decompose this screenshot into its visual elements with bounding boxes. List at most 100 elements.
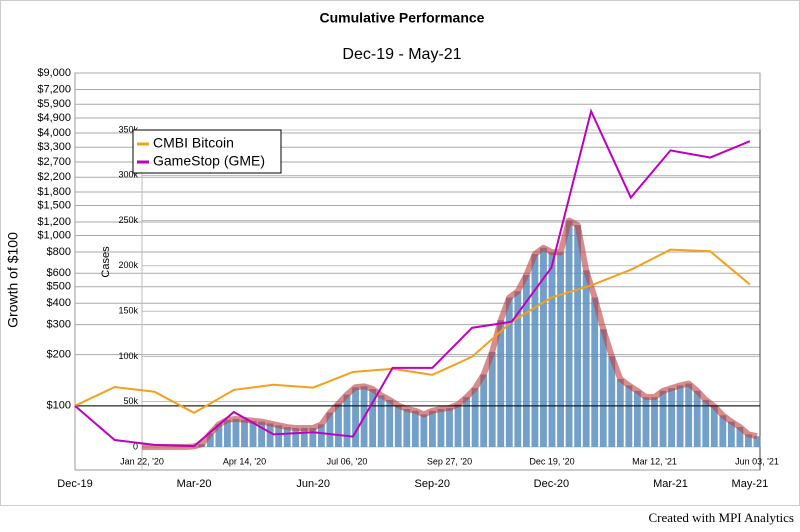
case-bar [326,412,334,447]
case-bar [429,410,436,447]
case-bar [616,379,624,447]
case-bar [249,420,257,447]
overlay-x-tick-label: Apr 14, '20 [223,456,266,466]
y-tick-label: $2,700 [37,156,71,168]
case-bar [471,388,479,447]
case-bar [420,414,428,447]
footer: Created with MPI Analytics [648,510,794,525]
case-bar [454,404,462,447]
overlay-y-tick-label: 350k [118,124,138,134]
x-tick-label: May-21 [732,478,769,490]
case-bar [651,397,658,447]
overlay-x-tick-label: Jun 03, '21 [735,456,779,466]
y-tick-label: $4,000 [37,127,71,139]
cases-overlay: 0 50k 100k 150k 200k 250k 300k 350k Cases Jan 22,… [100,124,779,470]
case-bar [565,220,573,447]
series-lines [74,108,760,448]
case-bar [659,390,667,447]
case-bar [574,225,582,447]
overlay-y-tick-label: 300k [118,170,138,180]
legend-label: CMBI Bitcoin [153,135,234,151]
case-bar [514,291,522,447]
y-tick-label: $2,200 [37,171,71,183]
case-bar [548,252,556,447]
case-bar [394,405,402,447]
x-tick-label: Mar-21 [653,478,688,490]
x-tick-label: Jun-20 [296,478,330,490]
case-bar [497,320,505,447]
case-bar [377,395,385,447]
case-bar [736,427,744,447]
x-tick-label: Dec-20 [534,478,569,490]
y-tick-label: $1,500 [37,199,71,211]
y-tick-label: $9,000 [37,67,71,79]
y-tick-label: $800 [47,246,71,258]
case-bar [300,427,308,447]
y-tick-label: $300 [47,318,71,330]
case-bar [591,297,599,447]
case-bar [446,408,453,447]
overlay-y-tick-label: 50k [123,396,138,406]
case-bar [685,383,693,447]
y-tick-label: $100 [47,400,71,412]
y-tick-label: $1,800 [37,186,71,198]
case-bar [275,425,283,447]
case-bar [599,329,607,447]
overlay-x-tick-label: Jan 22, '20 [120,456,164,466]
chart-subtitle: Dec-19 - May-21 [342,46,461,63]
case-bar [224,419,231,447]
case-bar [463,397,470,447]
case-bar [727,421,735,447]
case-bar [343,394,351,447]
case-bar [608,356,616,447]
legend-label: GameStop (GME) [153,153,265,169]
case-bar [642,397,650,447]
overlay-y-tick-label: 0 [133,441,138,451]
x-tick-label: Dec-19 [57,478,92,490]
case-bar [634,390,641,447]
overlay-y-tick-label: 200k [118,260,138,270]
case-bar [488,351,496,447]
legend-box [132,129,282,174]
case-bar [309,427,317,447]
case-bar [335,403,342,447]
x-tick-label: Mar-20 [177,478,212,490]
case-bar [522,274,530,447]
case-bar [411,410,419,447]
case-bar [505,297,513,447]
overlay-x-tick-label: Dec 19, '20 [529,456,574,466]
overlay-y-tick-label: 250k [118,215,138,225]
chart-title: Cumulative Performance [320,10,485,26]
series-line [74,248,751,414]
case-bar [753,436,761,447]
legend: CMBI Bitcoin GameStop (GME) [132,129,282,174]
case-bar [702,399,710,447]
y-tick-label: $1,200 [37,216,71,228]
cases-average-line [142,217,758,450]
case-bar [745,434,752,447]
overlay-y-tick-label: 100k [118,351,138,361]
x-tick-label: Sep-20 [415,478,450,490]
overlay-x-tick-label: Jul 06, '20 [327,456,368,466]
case-bar [352,387,359,447]
case-bar [206,433,214,447]
overlay-x-tick-label: Mar 12, '21 [632,456,677,466]
case-bar [232,418,240,447]
case-bar [403,408,411,447]
y-tick-label: $400 [47,297,71,309]
case-bar [369,389,377,447]
overlay-y-label: Cases [100,246,112,278]
y-tick-label: $4,900 [37,112,71,124]
y-tick-label: $3,300 [37,141,71,153]
case-bar [582,270,590,447]
overlay-x-tick-label: Sep 27, '20 [427,456,472,466]
case-bar [283,427,291,447]
case-bar [719,415,727,447]
case-bar [386,399,394,447]
case-bar [625,385,633,447]
case-bar [215,424,223,447]
case-bar [693,390,701,447]
case-bar [292,427,300,447]
series-line [74,108,751,448]
